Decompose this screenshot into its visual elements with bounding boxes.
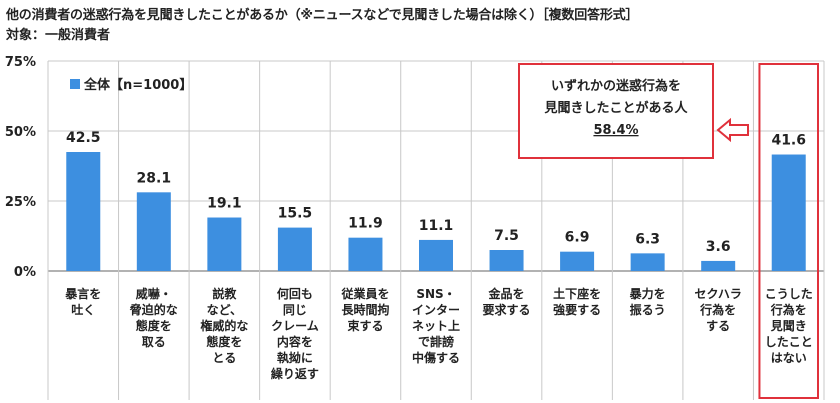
category-label: 暴言を吐く [64, 286, 101, 317]
value-label: 11.1 [419, 218, 454, 234]
category-label: 威嚇・脅迫的な態度を取る [129, 286, 178, 349]
chart-subtitle: 対象：一般消費者 [6, 28, 111, 43]
bar [66, 152, 101, 271]
category-label: SNS・インターネット上で誹謗中傷する [412, 287, 460, 365]
bar [348, 237, 383, 271]
arrow-left-icon [716, 117, 749, 143]
legend-swatch [70, 79, 80, 89]
chart-title: 他の消費者の迷惑行為を見聞きしたことがあるか（※ニュースなどで見聞きした場合は除… [6, 8, 639, 23]
callout-line: 見聞きしたことがある人 [543, 100, 688, 116]
bar [207, 217, 242, 271]
callout-value: 58.4% [593, 123, 638, 138]
bar [136, 192, 171, 271]
value-label: 15.5 [278, 206, 313, 222]
y-tick-label: 25% [5, 195, 36, 210]
category-label: 金品を要求する [483, 286, 531, 317]
bar [771, 154, 806, 271]
value-label: 6.9 [565, 230, 590, 246]
callout-box [518, 63, 714, 159]
callout-line: いずれかの迷惑行為を [551, 78, 681, 94]
highlight-frame [758, 63, 819, 399]
category-label: 説教など、権威的な態度をとる [200, 286, 248, 365]
bar [419, 239, 453, 271]
legend-label: 全体【n=1000】 [83, 77, 192, 93]
value-label: 19.1 [207, 196, 242, 212]
value-label: 11.9 [348, 216, 383, 232]
bar [489, 250, 524, 271]
category-label: 従業員を長時間拘束する [340, 286, 389, 333]
bar [277, 227, 312, 271]
value-label: 28.1 [137, 170, 172, 186]
bar [560, 251, 595, 271]
value-label: 6.3 [635, 231, 660, 247]
value-label: 7.5 [494, 228, 519, 244]
y-tick-label: 0% [14, 265, 36, 280]
category-label: こうした行為を見聞きしたことはない [765, 287, 813, 365]
bar [630, 253, 665, 271]
category-label: セクハラ行為をする [694, 287, 741, 333]
value-label: 41.6 [771, 133, 806, 149]
y-tick-label: 75% [5, 55, 36, 70]
category-label: 土下座を強要する [553, 286, 601, 317]
category-label: 何回も同じクレーム内容を執拗に繰り返す [271, 286, 319, 381]
value-label: 42.5 [66, 130, 101, 146]
value-label: 3.6 [706, 239, 731, 255]
y-tick-label: 50% [5, 125, 36, 140]
bar [701, 260, 736, 271]
category-label: 暴力を振るう [629, 286, 666, 317]
